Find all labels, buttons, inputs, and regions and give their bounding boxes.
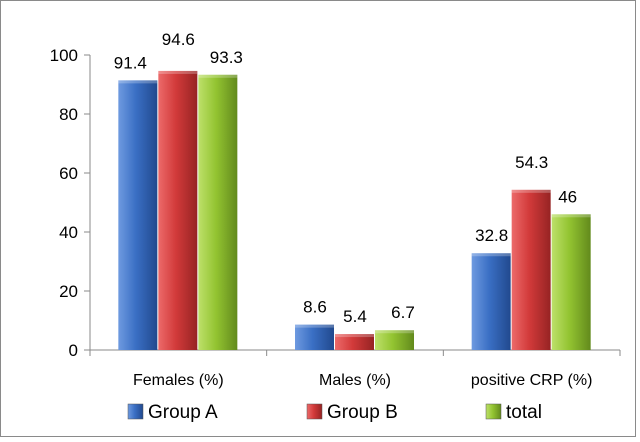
category-label: Females (%): [133, 372, 224, 389]
bar-highlight: [375, 330, 414, 334]
data-label: 8.6: [303, 298, 327, 317]
bar-highlight: [471, 253, 511, 257]
data-label: 94.6: [162, 30, 195, 49]
bar-highlight: [551, 214, 591, 218]
data-label: 6.7: [391, 303, 415, 322]
legend-swatch: [306, 403, 323, 420]
legend-label: Group B: [327, 402, 398, 423]
bar-group-b: [511, 189, 551, 350]
data-label: 5.4: [343, 307, 367, 326]
bar-highlight: [295, 324, 334, 328]
bar-highlight: [198, 74, 238, 78]
bar-total: [198, 74, 238, 350]
bar-group-a: [295, 324, 334, 350]
y-tick-label: 40: [59, 223, 78, 242]
y-tick-label: 0: [69, 341, 78, 360]
bar-highlight: [158, 70, 198, 74]
bar-group-b: [335, 334, 374, 350]
bar-group-b: [158, 70, 198, 351]
category-label: positive CRP (%): [471, 372, 593, 389]
bar-group-a: [118, 80, 158, 351]
bar-total: [375, 330, 414, 350]
y-tick-label: 100: [50, 46, 78, 65]
bar-highlight: [335, 334, 374, 338]
legend-swatch: [127, 403, 144, 420]
data-label: 32.8: [475, 226, 508, 245]
data-label: 93.3: [210, 48, 243, 67]
data-label: 54.3: [515, 153, 548, 172]
y-tick-label: 60: [59, 164, 78, 183]
legend-swatch: [485, 403, 502, 420]
bar-group-a: [471, 253, 511, 350]
data-label: 46: [558, 187, 577, 206]
data-label: 91.4: [114, 53, 147, 72]
bar-total: [551, 214, 591, 350]
legend-label: total: [506, 402, 542, 423]
y-tick-label: 80: [59, 105, 78, 124]
y-tick-label: 20: [59, 282, 78, 301]
bar-highlight: [511, 189, 551, 193]
category-label: Males (%): [319, 372, 391, 389]
legend-label: Group A: [148, 402, 218, 423]
bar-highlight: [118, 80, 158, 84]
